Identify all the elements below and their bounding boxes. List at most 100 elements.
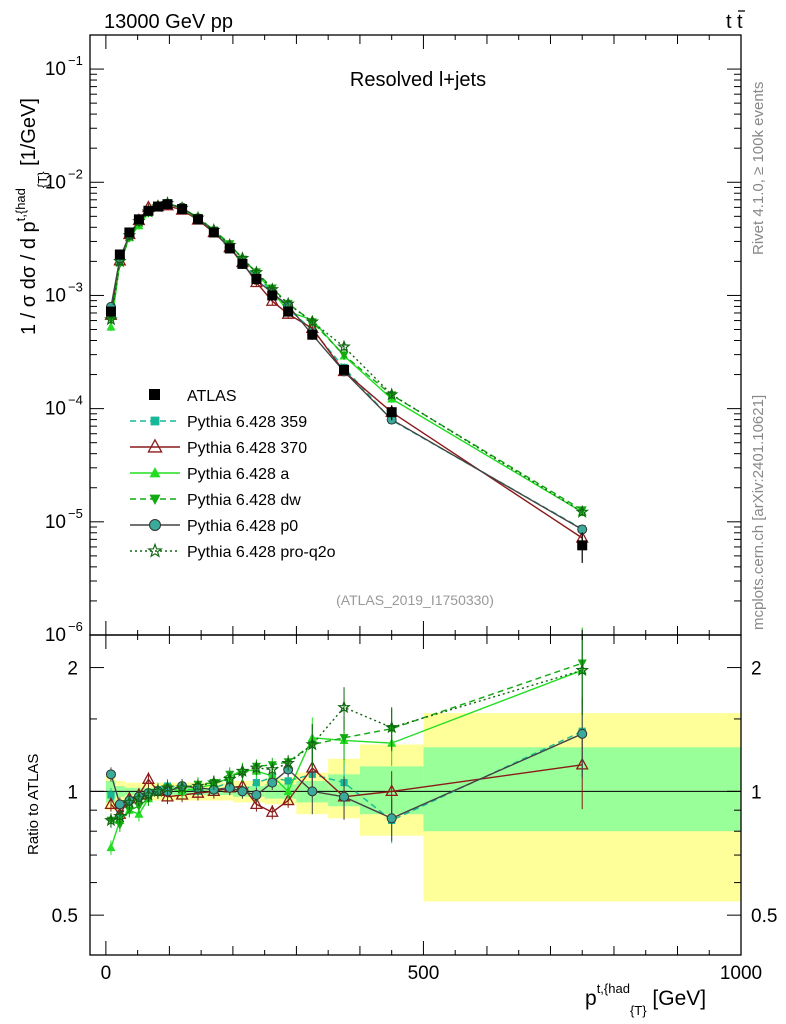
series-pythia-6-428-p0-ratio-point [237,786,248,797]
atlas-data-point [152,201,163,212]
atlas-data-point [339,364,350,375]
series-pythia-6-428-pro-q2o-point [113,254,127,268]
atlas-data-point [283,306,294,317]
ratio-y-tick-label-left: 1 [67,782,78,803]
series-pythia-6-428-370-ratio-point [104,797,118,810]
series-pythia-6-428-370-ratio-point [265,804,279,817]
legend-label: Pythia 6.428 p0 [187,518,298,535]
ratio-y-axis-label: Ratio to ATLAS [25,754,42,855]
series-pythia-6-428-pro-q2o-point [575,504,590,518]
main-y-tick-exponent: −3 [68,279,83,294]
atlas-data-point [577,540,588,551]
atlas-data-point [133,214,144,225]
legend-marker [149,494,161,506]
x-tick-label: 1000 [720,963,762,984]
main-y-tick-exponent: −2 [68,166,83,181]
series-pythia-6-428-dw-ratio-point [339,734,349,743]
series-pythia-6-428-pro-q2o-point [337,339,351,353]
series-pythia-6-428-pro-q2o-ratio-point [575,663,590,677]
plot-frames [89,34,742,956]
series-pythia-6-428-pro-q2o-ratio-point [222,772,237,786]
x-tick-label: 500 [408,963,440,984]
series-pythia-6-428-pro-q2o-point [305,314,320,328]
atlas-data-point [114,249,125,260]
series-pythia-6-428-370-ratio-point [191,785,205,798]
legend-label: Pythia 6.428 359 [187,414,307,431]
main-y-tick-label: 10 [45,512,66,533]
legend-marker [147,438,163,453]
main-y-axis-label: 1 / σ dσ / d pt,{had{T} [1/GeV] [13,98,50,335]
series-pythia-6-428-370-ratio-point [160,789,174,802]
ratio-y-tick-label-right: 2 [751,659,762,680]
series-pythia-6-428-a-ratio-point [106,842,116,852]
series-pythia-6-428-pro-q2o-ratio-point [265,762,280,776]
atlas-data-point [386,407,397,418]
ratio-y-tick-label-left: 0.5 [52,906,78,927]
series-pythia-6-428-pro-q2o-ratio-point [337,700,351,714]
series-pythia-6-428-dw-ratio-point [124,806,134,816]
series-pythia-6-428-pro-q2o-point [281,296,295,310]
legend: ATLAS Pythia 6.428 359 Pythia 6.428 370 Pyt… [130,388,336,561]
legend-atlas-label: ATLAS [187,388,237,405]
series-pythia-6-428-p0-ratio-point [339,791,350,802]
series-pythia-6-428-pro-q2o-ratio-point [305,737,320,751]
series-pythia-6-428-a-point [106,322,116,331]
series-pythia-6-428-dw-point [339,351,349,361]
atlas-data-point [162,199,173,210]
ratio-y-tick-label-left: 2 [67,659,78,680]
series-pythia-6-428-pro-q2o-ratio-point [104,813,118,827]
series-pythia-6-428-p0-ratio-point [251,789,262,800]
axis-ticks: 10 −110 −210 −310 −410 −510 −62 21 10.5 0.50 500 10… [45,34,777,984]
rivet-version-label: Rivet 4.1.0, ≥ 100k events [750,82,767,255]
mcplots-label: mcplots.cern.ch [arXiv:2401.10621] [750,395,767,630]
atlas-data-point [267,290,278,301]
series-pythia-6-428-pro-q2o-ratio-point [249,760,264,774]
legend-marker [149,466,161,478]
main-y-tick-label: 10 [45,285,66,306]
series-pythia-6-428-pro-q2o-ratio-point [141,787,156,801]
series-pythia-6-428-pro-q2o-ratio-point [175,780,189,794]
series-pythia-6-428-359-ratio-point [107,791,115,799]
series-pythia-6-428-pro-q2o-ratio-point [113,809,127,823]
series-pythia-6-428-pro-q2o-ratio-point [281,756,295,770]
ratio-y-tick-label-right: 1 [751,782,762,803]
atlas-data-point [251,273,262,284]
atlas-data-point [124,227,135,238]
series-pythia-6-428-pro-q2o-ratio-point [384,720,399,734]
series-pythia-6-428-359-ratio-point [284,777,292,785]
ratio-plot-frame [89,634,742,956]
series-pythia-6-428-370-ratio-point [281,793,295,806]
atlas-data-point [192,214,203,225]
series-pythia-6-428-pro-q2o-ratio-point [151,784,165,798]
series-pythia-6-428-dw-ratio-point [115,821,125,830]
series-pythia-6-428-370-ratio-point [385,784,399,797]
main-y-tick-exponent: −5 [68,506,83,521]
atlas-data-point [237,258,248,269]
series-pythia-6-428-370-ratio-point [249,797,263,810]
legend-marker [150,416,160,426]
legend-atlas-marker [149,389,160,400]
ratio-series-lines [104,627,590,855]
svg-text:pt,{had{T} [GeV]: pt,{had{T} [GeV] [585,981,706,1018]
x-axis-label: pt,{had{T} [GeV] [585,981,706,1018]
main-y-tick-label: 10 [45,399,66,420]
header-process-label: t [726,11,732,33]
main-y-tick-exponent: −1 [68,53,83,68]
legend-label: Pythia 6.428 dw [187,492,301,509]
atlas-data-point [177,204,188,215]
header-process-bar: t [737,11,743,33]
plot-title: Resolved l+jets [350,69,486,91]
x-tick-label: 0 [101,963,112,984]
series-pythia-6-428-p0-ratio-point [267,777,278,788]
legend-label: Pythia 6.428 pro-q2o [187,544,336,561]
main-y-tick-exponent: −6 [68,619,83,634]
series-pythia-6-428-p0-ratio-point [307,786,318,797]
atlas-data-point [307,329,318,340]
series-pythia-6-428-pro-q2o-ratio-point [235,763,250,777]
main-y-tick-label: 10 [45,172,66,193]
series-pythia-6-428-pro-q2o-ratio-point [191,778,205,792]
header-energy-label: 13000 GeV pp [104,11,233,33]
series-pythia-6-428-p0-ratio-point [577,728,588,739]
series-pythia-6-428-pro-q2o-point [384,387,399,401]
